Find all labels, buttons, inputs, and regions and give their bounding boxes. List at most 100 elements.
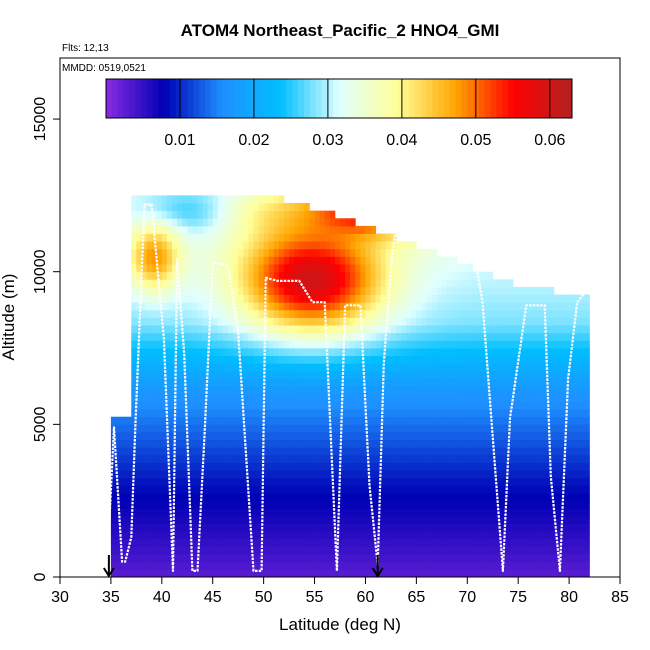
heatmap-cell (584, 538, 590, 547)
heatmap-cell (131, 271, 137, 280)
heatmap-cell (248, 203, 254, 212)
heatmap-cell (222, 203, 229, 212)
heatmap-cell (370, 340, 377, 349)
heatmap-cell (513, 561, 519, 570)
heatmap-cell (441, 500, 448, 509)
heatmap-cell (441, 370, 448, 379)
heatmap-cell (334, 439, 341, 448)
heatmap-cell (411, 264, 417, 273)
heatmap-cell (289, 248, 295, 257)
heatmap-cell (396, 348, 402, 357)
heatmap-cell (345, 309, 351, 318)
heatmap-cell (284, 462, 290, 471)
heatmap-cell (452, 332, 458, 341)
heatmap-cell (166, 370, 173, 379)
heatmap-cell (248, 363, 254, 372)
heatmap-cell (233, 561, 239, 570)
heatmap-cell (406, 523, 412, 532)
heatmap-cell (233, 470, 239, 479)
heatmap-cell (513, 355, 519, 364)
heatmap-cell (243, 523, 249, 532)
heatmap-cell (212, 401, 219, 410)
heatmap-cell (324, 454, 331, 463)
heatmap-cell (411, 370, 417, 379)
heatmap-cell (146, 454, 153, 463)
heatmap-cell (538, 378, 545, 387)
colorbar-swatch (344, 79, 352, 118)
heatmap-cell (380, 477, 387, 486)
heatmap-cell (192, 233, 198, 242)
heatmap-cell (462, 416, 468, 425)
heatmap-cell (538, 531, 545, 540)
heatmap-cell (238, 218, 244, 227)
heatmap-cell (161, 386, 168, 395)
heatmap-cell (151, 348, 158, 357)
heatmap-cell (202, 386, 209, 395)
heatmap-cell (533, 363, 539, 372)
heatmap-cell (467, 500, 473, 509)
heatmap-cell (294, 515, 300, 524)
heatmap-cell (146, 302, 153, 311)
heatmap-cell (553, 569, 560, 577)
heatmap-cell (533, 340, 539, 349)
heatmap-cell (197, 363, 203, 372)
heatmap-cell (457, 531, 463, 540)
heatmap-cell (401, 363, 407, 372)
heatmap-cell (426, 416, 433, 425)
heatmap-cell (278, 302, 285, 311)
heatmap-cell (228, 195, 234, 204)
heatmap-cell (268, 454, 275, 463)
heatmap-cell (452, 363, 458, 372)
heatmap-cell (202, 378, 209, 387)
heatmap-cell (192, 271, 198, 280)
heatmap-cell (477, 416, 483, 425)
heatmap-cell (166, 515, 173, 524)
heatmap-cell (411, 485, 417, 494)
heatmap-cell (278, 271, 285, 280)
heatmap-cell (329, 286, 336, 295)
heatmap-cell (452, 416, 458, 425)
heatmap-cell (121, 431, 127, 441)
heatmap-cell (166, 203, 173, 212)
heatmap-cell (467, 325, 473, 334)
heatmap-cell (299, 241, 305, 250)
heatmap-cell (411, 416, 417, 425)
heatmap-cell (487, 340, 494, 349)
heatmap-cell (467, 546, 473, 555)
heatmap-cell (523, 317, 529, 326)
heatmap-cell (548, 462, 555, 471)
heatmap-cell (294, 363, 300, 372)
heatmap-cell (141, 462, 147, 471)
heatmap-cell (406, 554, 412, 563)
heatmap-cell (508, 454, 514, 463)
heatmap-cell (553, 325, 560, 334)
heatmap-cell (380, 523, 387, 532)
heatmap-cell (243, 493, 249, 502)
heatmap-cell (528, 401, 534, 410)
heatmap-cell (543, 439, 550, 448)
heatmap-cell (177, 393, 183, 402)
heatmap-cell (528, 317, 534, 326)
heatmap-cell (492, 386, 499, 395)
heatmap-cell (253, 561, 259, 570)
heatmap-cell (284, 355, 290, 364)
heatmap-cell (538, 409, 545, 418)
heatmap-cell (518, 546, 524, 555)
heatmap-cell (543, 416, 550, 425)
heatmap-cell (197, 500, 203, 509)
heatmap-cell (314, 439, 321, 448)
heatmap-cell (390, 500, 397, 509)
heatmap-cell (482, 294, 489, 303)
heatmap-cell (538, 485, 545, 494)
colorbar-swatch (135, 79, 142, 118)
colorbar-swatch (379, 79, 387, 118)
heatmap-cell (370, 393, 377, 402)
heatmap-cell (411, 531, 417, 540)
heatmap-cell (217, 401, 224, 410)
heatmap-cell (497, 294, 504, 303)
heatmap-cell (238, 431, 244, 441)
colorbar-tick-label: 0.01 (164, 132, 195, 149)
heatmap-cell (502, 470, 509, 479)
heatmap-cell (258, 370, 265, 379)
heatmap-cell (248, 317, 254, 326)
